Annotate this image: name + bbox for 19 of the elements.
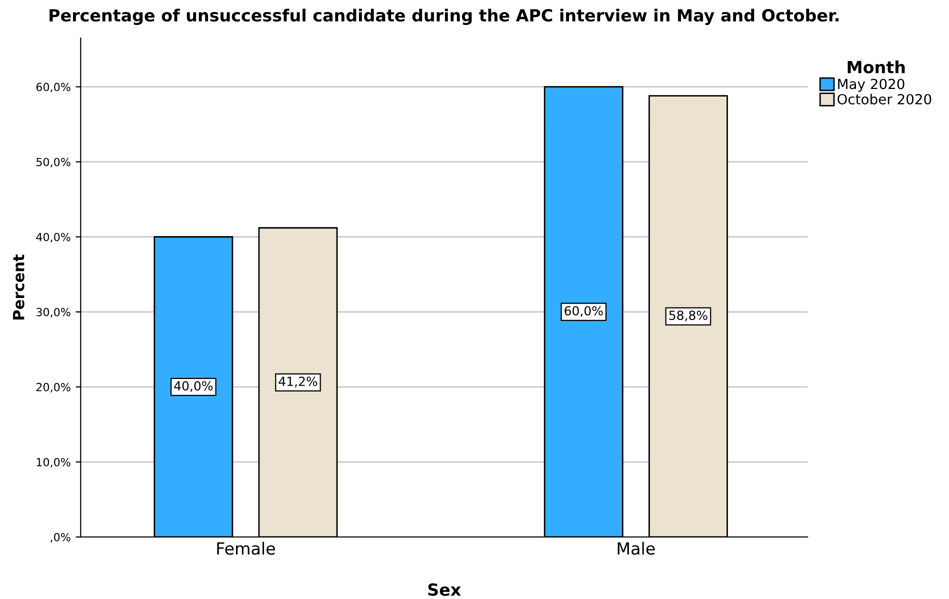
y-axis-title: Percent xyxy=(12,254,24,320)
x-tick-label: Female xyxy=(217,542,275,555)
y-tick-label: 10,0% xyxy=(36,458,70,468)
y-tick-label: 20,0% xyxy=(36,382,70,392)
data-label: 60,0% xyxy=(564,306,603,317)
legend-title: Month xyxy=(848,60,905,74)
y-tick-label: 40,0% xyxy=(36,232,70,242)
legend-label: October 2020 xyxy=(838,94,932,104)
legend-label: May 2020 xyxy=(838,78,904,92)
chart-title: Percentage of unsuccessful candidate during the APC interview in May and October. xyxy=(50,8,838,25)
x-axis-title: Sex xyxy=(428,583,461,596)
data-label: 58,8% xyxy=(669,310,708,322)
data-label: 41,2% xyxy=(278,376,318,388)
y-tick-label: 30,0% xyxy=(36,308,70,318)
y-tick-label: 50,0% xyxy=(36,158,70,168)
x-tick-label: Male xyxy=(618,542,655,555)
y-tick-label: 60,0% xyxy=(36,82,70,92)
data-label: 40,0% xyxy=(174,381,213,392)
y-tick-label: ,0% xyxy=(50,532,70,543)
